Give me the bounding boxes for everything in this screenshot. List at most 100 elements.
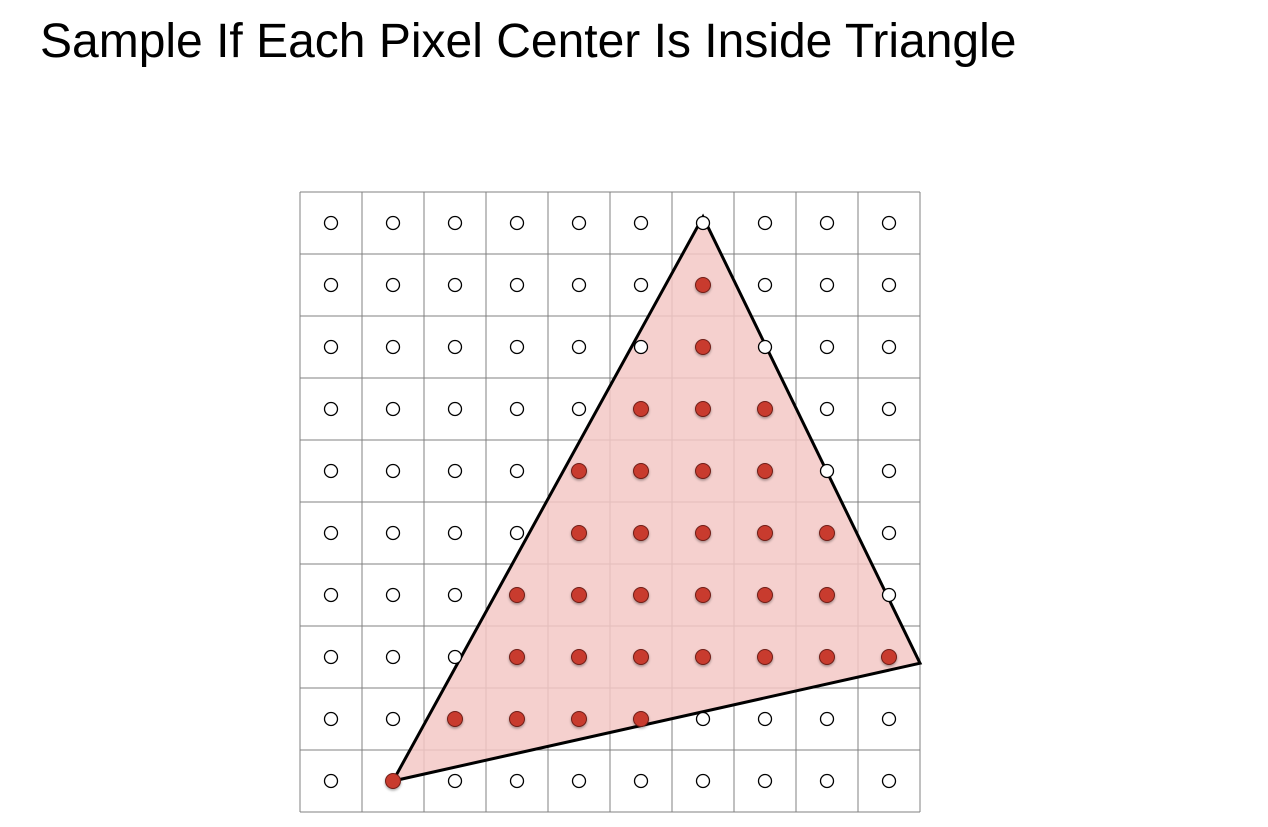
- sample-outside: [449, 279, 462, 292]
- sample-inside: [696, 464, 711, 479]
- sample-inside: [696, 340, 711, 355]
- sample-outside: [821, 217, 834, 230]
- sample-outside: [883, 279, 896, 292]
- sample-outside: [759, 217, 772, 230]
- triangle: [393, 217, 920, 781]
- sample-outside: [573, 775, 586, 788]
- sample-outside: [883, 217, 896, 230]
- sample-outside: [883, 589, 896, 602]
- sample-outside: [883, 775, 896, 788]
- sample-outside: [511, 527, 524, 540]
- sample-inside: [696, 526, 711, 541]
- sample-outside: [821, 403, 834, 416]
- sample-outside: [387, 279, 400, 292]
- sample-outside: [387, 651, 400, 664]
- sample-inside: [758, 464, 773, 479]
- sample-outside: [821, 341, 834, 354]
- sample-outside: [449, 403, 462, 416]
- sample-outside: [511, 403, 524, 416]
- sample-outside: [573, 217, 586, 230]
- sample-outside: [511, 341, 524, 354]
- sample-outside: [759, 279, 772, 292]
- sample-inside: [758, 588, 773, 603]
- sample-outside: [325, 403, 338, 416]
- sample-outside: [387, 403, 400, 416]
- sample-outside: [325, 217, 338, 230]
- sample-outside: [387, 589, 400, 602]
- sample-outside: [883, 403, 896, 416]
- sample-outside: [511, 465, 524, 478]
- sample-inside: [820, 650, 835, 665]
- sample-outside: [697, 217, 710, 230]
- sample-outside: [387, 341, 400, 354]
- sample-outside: [449, 651, 462, 664]
- sample-inside: [510, 588, 525, 603]
- sample-outside: [697, 713, 710, 726]
- sample-inside: [758, 402, 773, 417]
- sample-inside: [386, 774, 401, 789]
- sample-outside: [883, 465, 896, 478]
- sample-outside: [573, 341, 586, 354]
- sample-outside: [883, 341, 896, 354]
- page-title: Sample If Each Pixel Center Is Inside Tr…: [40, 14, 1016, 69]
- sample-outside: [449, 465, 462, 478]
- sample-inside: [696, 278, 711, 293]
- sample-outside: [325, 713, 338, 726]
- sample-outside: [821, 279, 834, 292]
- sample-inside: [572, 526, 587, 541]
- sample-outside: [449, 341, 462, 354]
- sample-inside: [572, 464, 587, 479]
- sample-outside: [821, 775, 834, 788]
- sample-outside: [449, 217, 462, 230]
- sample-inside: [634, 712, 649, 727]
- sample-outside: [325, 465, 338, 478]
- sample-outside: [449, 527, 462, 540]
- sample-inside: [820, 588, 835, 603]
- sample-inside: [572, 650, 587, 665]
- sample-outside: [387, 465, 400, 478]
- sample-inside: [758, 526, 773, 541]
- sample-inside: [634, 464, 649, 479]
- sample-inside: [448, 712, 463, 727]
- sample-outside: [759, 341, 772, 354]
- sample-outside: [449, 775, 462, 788]
- sample-outside: [325, 589, 338, 602]
- sample-outside: [883, 713, 896, 726]
- sample-inside: [696, 650, 711, 665]
- sample-outside: [511, 279, 524, 292]
- sample-outside: [821, 713, 834, 726]
- sample-inside: [634, 588, 649, 603]
- sample-inside: [572, 712, 587, 727]
- sample-inside: [634, 650, 649, 665]
- sample-outside: [635, 341, 648, 354]
- sample-inside: [882, 650, 897, 665]
- sample-outside: [635, 279, 648, 292]
- sample-inside: [696, 402, 711, 417]
- sample-outside: [697, 775, 710, 788]
- sample-outside: [573, 403, 586, 416]
- sample-outside: [573, 279, 586, 292]
- sample-inside: [820, 526, 835, 541]
- sample-outside: [635, 775, 648, 788]
- sample-outside: [449, 589, 462, 602]
- sample-outside: [325, 527, 338, 540]
- sample-inside: [696, 588, 711, 603]
- diagram-stage: [290, 182, 930, 827]
- sample-outside: [387, 527, 400, 540]
- sample-inside: [510, 650, 525, 665]
- sample-outside: [635, 217, 648, 230]
- sample-inside: [758, 650, 773, 665]
- sample-outside: [387, 713, 400, 726]
- sample-outside: [759, 775, 772, 788]
- sample-outside: [325, 279, 338, 292]
- sample-outside: [821, 465, 834, 478]
- sample-outside: [883, 527, 896, 540]
- sample-inside: [510, 712, 525, 727]
- sample-inside: [572, 588, 587, 603]
- sample-outside: [387, 217, 400, 230]
- sample-outside: [325, 651, 338, 664]
- sample-outside: [511, 217, 524, 230]
- sample-outside: [759, 713, 772, 726]
- sample-outside: [511, 775, 524, 788]
- sample-outside: [325, 775, 338, 788]
